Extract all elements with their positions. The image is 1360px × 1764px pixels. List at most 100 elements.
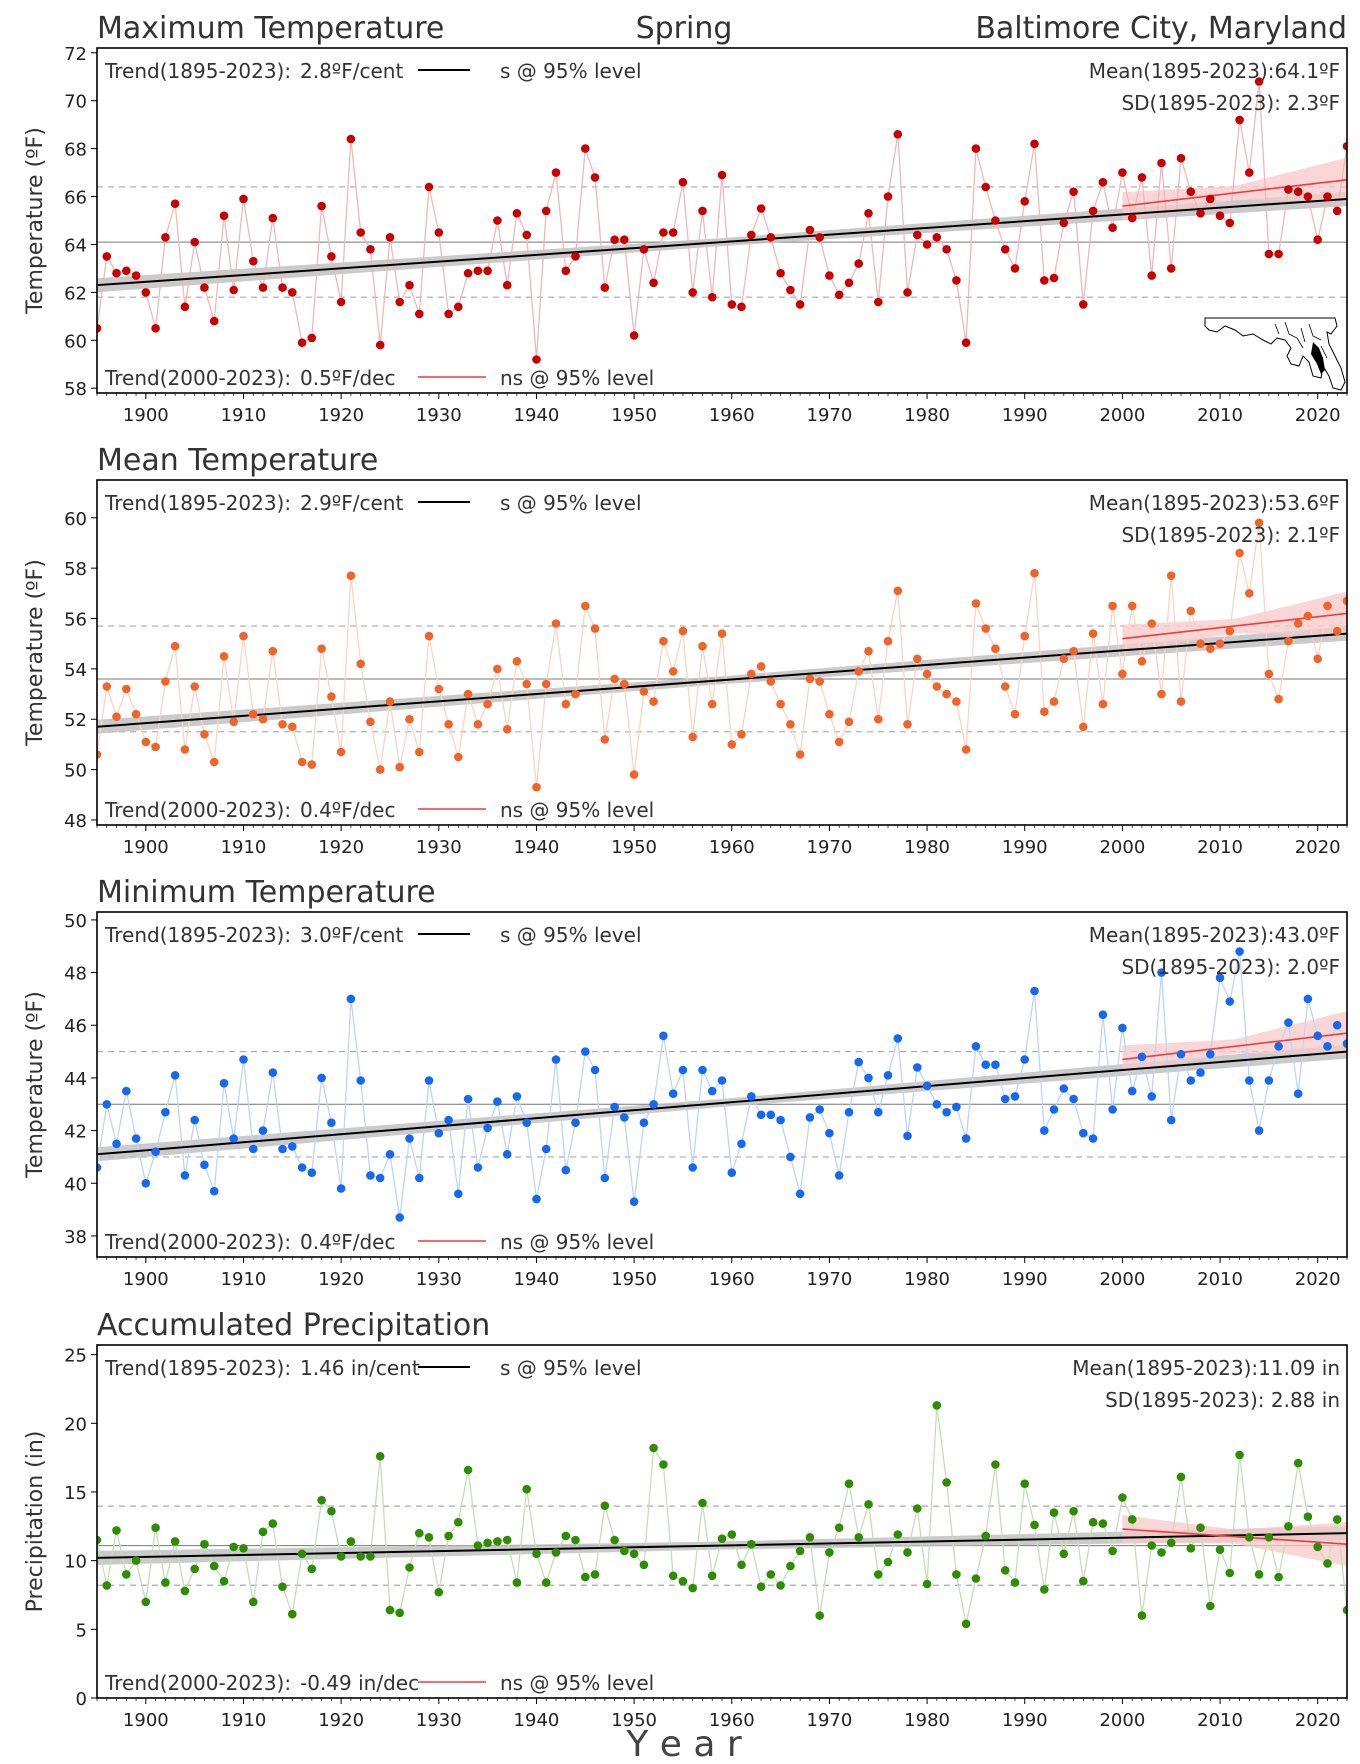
data-point [366,1552,375,1561]
data-point [884,637,893,646]
data-point [386,1150,395,1159]
data-point [366,1171,375,1180]
trend-recent-value: -0.49 in/dec [300,1671,419,1695]
data-point [1167,1539,1176,1548]
data-point [552,619,561,628]
panel-title-max: Maximum Temperature [97,11,444,46]
trend-recent-value: 0.4ºF/dec [300,798,395,822]
data-point [356,660,365,669]
data-point [942,245,951,254]
data-point [1020,1055,1029,1064]
trend-long-value: 2.8ºF/cent [300,59,403,83]
data-point [1187,187,1196,196]
data-point [601,735,610,744]
data-point [239,195,248,204]
data-point [259,283,268,292]
data-point [1304,192,1313,201]
data-point [894,587,903,596]
data-point [698,207,707,216]
data-point [1294,1459,1303,1468]
data-point [913,1063,922,1072]
data-point [1274,695,1283,704]
plot-area [93,519,1360,792]
data-point [815,677,824,686]
data-point [942,1108,951,1117]
data-point [435,228,444,237]
data-point [630,1197,639,1206]
data-point [933,1401,942,1410]
data-point [366,718,375,727]
data-point [503,281,512,290]
data-point [1284,1018,1293,1027]
data-point [513,1092,522,1101]
data-point [952,697,961,706]
data-point [210,317,219,326]
data-point [972,1574,981,1583]
data-point [376,765,385,774]
data-point [142,1598,151,1607]
data-point [962,338,971,347]
trend-recent-label: Trend(2000-2023): [104,1230,291,1254]
data-point [171,1071,180,1080]
x-tick-label: 1990 [1002,837,1048,858]
data-point [1108,1547,1117,1556]
data-point [1196,639,1205,648]
data-point [278,283,287,292]
data-point [630,331,639,340]
data-point [796,750,805,759]
y-tick-label: 70 [64,92,87,113]
trend-recent-label: Trend(2000-2023): [104,798,291,822]
data-point [425,1076,434,1085]
data-point [210,758,219,767]
data-point [259,715,268,724]
mean-text: Mean(1895-2023):43.0ºF [1089,923,1340,947]
data-point [269,214,278,223]
trend-long-label: Trend(1895-2023): [104,491,291,515]
data-point [366,245,375,254]
data-point [542,680,551,689]
data-point [1138,657,1147,666]
data-point [298,1163,307,1172]
data-point [854,1058,863,1067]
data-point [161,1578,170,1587]
data-point [1108,1105,1117,1114]
data-point [884,1558,893,1567]
data-point [220,1079,229,1088]
data-point [1226,997,1235,1006]
data-point [620,1113,629,1122]
data-point [649,1100,658,1109]
data-point [669,228,678,237]
x-tick-label: 1930 [416,1710,462,1731]
trend-long-sig: s @ 95% level [500,1356,642,1380]
data-point [1128,1515,1137,1524]
series-line-precip [97,1405,1347,1623]
data-point [386,697,395,706]
x-tick-label: 2000 [1099,1710,1145,1731]
trend-long-value: 2.9ºF/cent [300,491,403,515]
data-point [1147,1092,1156,1101]
data-point [728,300,737,309]
data-point [415,1529,424,1538]
data-point [757,1111,766,1120]
data-point [317,644,326,653]
x-tick-label: 1960 [709,837,755,858]
data-point [474,1163,483,1172]
data-point [933,233,942,242]
data-point [894,1530,903,1539]
data-point [894,1034,903,1043]
y-tick-label: 50 [64,911,87,932]
y-axis-label-max: Temperature (ºF) [23,127,48,315]
data-point [1353,597,1360,606]
data-point [1284,1522,1293,1531]
data-point [864,209,873,218]
data-point [1294,619,1303,628]
trend-recent-sig: ns @ 95% level [500,1230,654,1254]
data-point [718,629,727,638]
data-point [747,231,756,240]
trend-long-value: 1.46 in/cent [300,1356,420,1380]
data-point [200,1161,209,1170]
data-point [220,652,229,661]
data-point [688,1163,697,1172]
data-point [532,1550,541,1559]
